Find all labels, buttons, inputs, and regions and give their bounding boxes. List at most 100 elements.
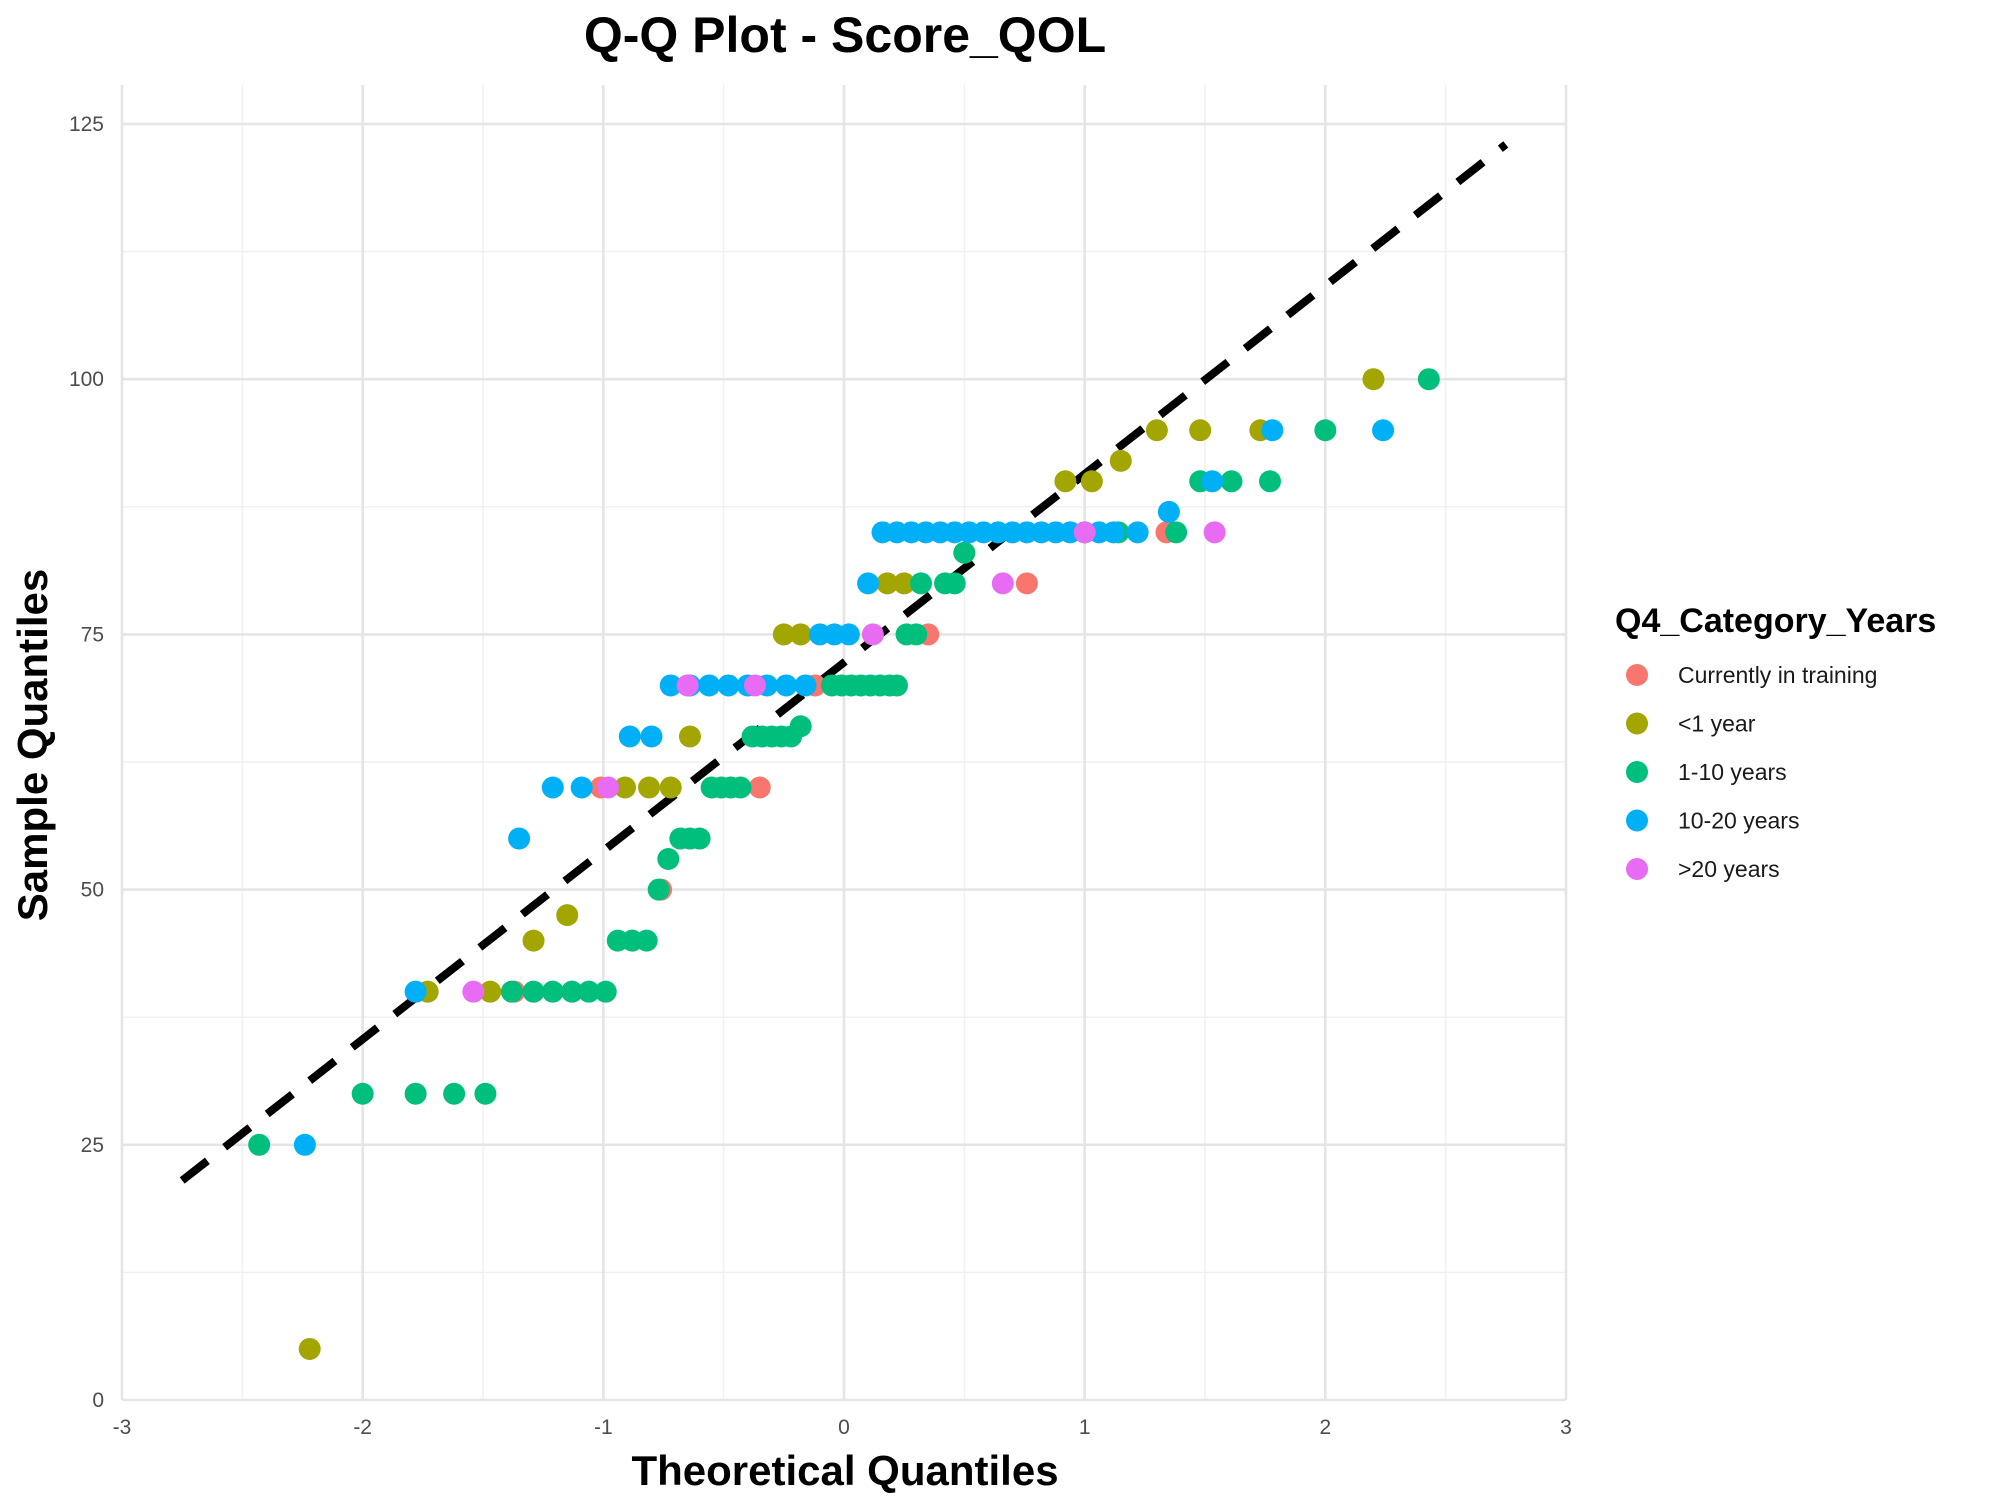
data-point [640,725,663,748]
data-point [577,980,600,1003]
y-tick-label: 50 [81,879,104,902]
data-point [678,725,701,748]
data-point [638,776,661,799]
legend-key [1626,761,1648,783]
data-point [1126,521,1149,544]
grid-lines [120,85,1568,1402]
data-point [905,623,928,646]
data-point [861,623,884,646]
legend-label: Currently in training [1678,662,1877,688]
data-point [635,929,658,952]
data-point [508,827,531,850]
data-point [910,572,933,595]
data-point [698,674,721,697]
data-point [857,572,880,595]
data-point [794,674,817,697]
legend-label: 1-10 years [1678,759,1787,785]
data-point [775,674,798,697]
data-point [688,827,711,850]
data-point [1165,521,1188,544]
data-point [1261,419,1284,442]
series-group [293,419,1395,1156]
data-point [953,541,976,564]
x-tick-label: 3 [1560,1416,1572,1439]
data-point [613,776,636,799]
x-tick-label: 1 [1079,1416,1091,1439]
data-point [772,623,795,646]
data-point [556,904,579,927]
data-point [597,776,620,799]
data-point [1258,470,1281,493]
data-point [594,980,617,1003]
x-tick-label: 0 [838,1416,850,1439]
data-point [1015,572,1038,595]
data-point [657,847,680,870]
data-point [943,572,966,595]
data-point [404,980,427,1003]
legend-key [1626,664,1648,686]
data-point [1080,470,1103,493]
series-group [462,521,1226,1003]
y-axis-title: Sample Quantiles [9,569,56,921]
data-point [1201,470,1224,493]
x-tick-label: 2 [1319,1416,1331,1439]
data-point [561,980,584,1003]
data-point [298,1337,321,1360]
data-point [500,980,523,1003]
data-point [748,776,771,799]
data-point [717,674,740,697]
legend: Q4_Category_Years Currently in training <… [1615,602,1936,882]
data-point [647,878,670,901]
data-point [1417,368,1440,391]
data-point [541,980,564,1003]
data-point [479,980,502,1003]
data-point [876,572,899,595]
data-point [837,623,860,646]
data-point [676,674,699,697]
legend-label: >20 years [1678,856,1780,882]
data-point [1109,449,1132,472]
x-tick-label: -3 [113,1416,132,1439]
data-point [474,1082,497,1105]
data-point [404,1082,427,1105]
data-point [443,1082,466,1105]
data-point [1054,470,1077,493]
legend-key [1626,809,1648,832]
data-point [293,1133,316,1156]
x-tick-label: -2 [353,1416,372,1439]
data-point [1189,419,1212,442]
data-point [570,776,593,799]
y-tick-label: 100 [69,368,104,391]
data-point [1157,500,1180,523]
data-point [789,623,812,646]
data-point [885,674,908,697]
data-point [522,929,545,952]
data-point [1073,521,1096,544]
data-point [743,674,766,697]
data-point [659,674,682,697]
legend-key [1626,858,1648,880]
data-point [462,980,485,1003]
data-point [1145,419,1168,442]
data-point [789,715,812,738]
legend-label: <1 year [1678,711,1756,737]
y-tick-label: 75 [81,623,104,646]
data-point [729,776,752,799]
y-tick-label: 25 [81,1134,104,1157]
data-point [1220,470,1243,493]
data-point [1314,419,1337,442]
data-point [618,725,641,748]
data-point [541,776,564,799]
reference-line-group [179,141,1509,1184]
chart-title: Q-Q Plot - Score_QOL [584,7,1106,63]
legend-title: Q4_Category_Years [1615,602,1936,640]
data-point [659,776,682,799]
x-axis-title: Theoretical Quantiles [631,1447,1058,1494]
data-point [248,1133,271,1156]
axis-tick-labels: -3 -2 -1 0 1 2 3 0 25 50 75 100 125 [69,113,1572,1439]
legend-key [1626,712,1648,735]
data-point [351,1082,374,1105]
data-point [893,572,916,595]
